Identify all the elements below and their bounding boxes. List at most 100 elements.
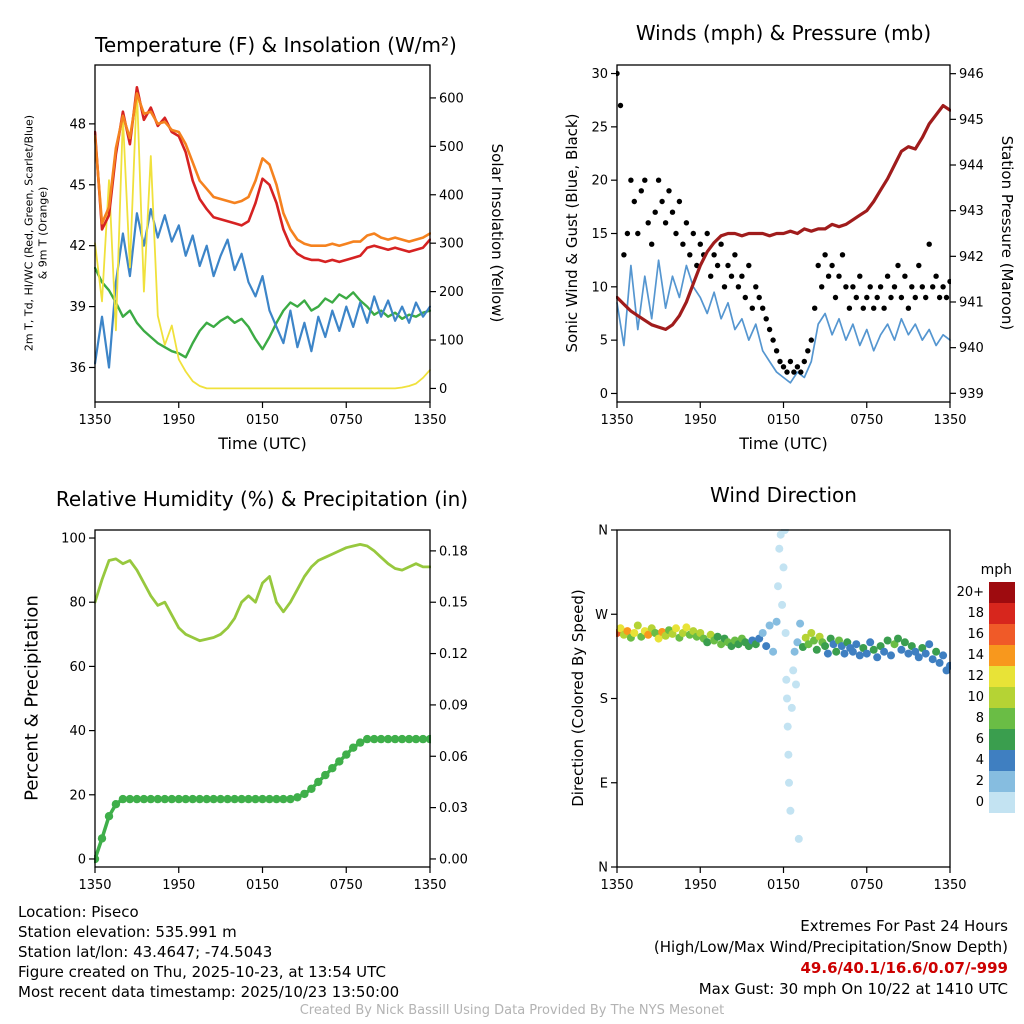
svg-text:5: 5 (600, 334, 608, 349)
gust-black-dots (638, 188, 644, 194)
gust-black-dots (923, 294, 929, 301)
gust-black-dots (635, 230, 641, 237)
wind-direction-dots (762, 642, 771, 651)
svg-text:40: 40 (69, 724, 86, 739)
gust-black-dots (676, 198, 683, 205)
wind-direction-dots (904, 649, 913, 658)
gust-black-dots (895, 262, 901, 269)
y-axis-label-solar-insolation: Solar Insolation (Yellow) (488, 143, 506, 323)
wind-direction-dots (778, 600, 787, 609)
gust-black-dots (884, 273, 891, 279)
colorbar-row: 10 (948, 687, 1015, 708)
svg-text:0.06: 0.06 (439, 750, 468, 765)
svg-text:1350: 1350 (600, 878, 633, 893)
gust-black-dots (760, 305, 766, 311)
svg-text:S: S (600, 692, 608, 707)
gust-black-dots (808, 337, 814, 343)
svg-text:1950: 1950 (684, 413, 717, 428)
gust-black-dots (739, 273, 745, 279)
svg-text:941: 941 (959, 295, 984, 310)
gust-black-dots (881, 305, 887, 311)
x-axis-label-temperature: Time (UTC) (218, 434, 307, 453)
wind-direction-dots (630, 629, 639, 637)
svg-text:1350: 1350 (933, 878, 966, 893)
gust-black-dots (649, 241, 655, 247)
wind-direction-dots (939, 651, 948, 660)
gust-black-dots (624, 230, 631, 237)
temp-9m-orange (94, 92, 431, 247)
svg-text:0750: 0750 (850, 878, 883, 893)
svg-text:15: 15 (591, 227, 608, 242)
wind-direction-dots (794, 834, 803, 843)
wind-direction-dots (855, 651, 864, 660)
svg-text:1950: 1950 (162, 878, 195, 893)
svg-text:W: W (595, 608, 608, 623)
colorbar-label: 18 (967, 606, 984, 621)
wind-direction-dots (866, 638, 875, 647)
colorbar-swatch (989, 792, 1015, 813)
x-axis-label-winds: Time (UTC) (739, 434, 828, 453)
wind-direction-dots (633, 621, 642, 630)
svg-text:42: 42 (69, 239, 86, 254)
temp-2m-red (94, 86, 431, 264)
gust-black-dots (704, 230, 710, 237)
svg-text:80: 80 (69, 596, 86, 611)
wind-direction-dots (914, 653, 923, 662)
wind-direction-dots (765, 621, 774, 630)
gust-black-dots (770, 337, 776, 343)
svg-text:1350: 1350 (933, 413, 966, 428)
gust-black-dots (735, 284, 742, 290)
wind-direction-dots (783, 722, 792, 731)
svg-text:0.09: 0.09 (439, 698, 468, 713)
svg-text:300: 300 (439, 237, 464, 252)
gust-black-dots (642, 177, 648, 183)
svg-text:39: 39 (69, 300, 86, 315)
svg-text:0150: 0150 (246, 878, 279, 893)
wind-direction-dots (703, 638, 712, 647)
chart-series-group-1 (616, 70, 951, 384)
colorbar-title: mph (980, 562, 1012, 578)
wind-direction-dots (786, 806, 795, 815)
station-location: Location: Piseco (18, 903, 139, 921)
wind-direction-dots (682, 623, 691, 632)
gust-black-dots (822, 252, 828, 258)
colorbar-swatch (989, 624, 1015, 645)
wind-direction-dots (852, 640, 861, 649)
colorbar-row: 0 (948, 792, 1015, 813)
extremes-block: Extremes For Past 24 Hours (High/Low/Max… (520, 916, 1008, 1000)
wind-direction-dots (796, 619, 805, 628)
figure-created: Figure created on Thu, 2025-10-23, at 13… (18, 963, 386, 981)
colorbar: mph 20+ 18 16 14 12 10 8 6 4 2 0 (948, 562, 1015, 813)
chart-series-group-0 (94, 86, 431, 390)
gust-black-dots (791, 369, 797, 375)
wind-direction-dots (623, 627, 632, 636)
wind-direction-dots (848, 647, 857, 656)
colorbar-swatch (989, 729, 1015, 750)
wind-direction-dots (925, 640, 934, 649)
wind-direction-dots (897, 645, 906, 654)
gust-black-dots (756, 294, 762, 301)
wind-direction-dots (932, 647, 941, 656)
gust-black-dots (718, 241, 724, 247)
gust-black-dots (666, 188, 672, 194)
gust-black-dots (930, 284, 936, 290)
chart-title-temperature: Temperature (F) & Insolation (W/m²) (95, 33, 457, 57)
gust-black-dots (631, 198, 637, 205)
svg-text:0750: 0750 (850, 413, 883, 428)
gust-black-dots (909, 284, 915, 290)
gust-black-dots (690, 230, 696, 237)
wind-direction-dots (790, 647, 799, 656)
wind-direction-dots (782, 675, 791, 684)
y-axis-label-wind: Sonic Wind & Gust (Blue, Black) (563, 113, 581, 353)
svg-text:100: 100 (61, 532, 86, 547)
wind-direction-dots (873, 653, 882, 662)
gust-black-dots (836, 273, 842, 279)
wind-direction-dots (654, 634, 663, 643)
gust-black-dots (902, 273, 908, 279)
gust-black-dots (773, 348, 780, 354)
y-axis-label-temperature-left: 2m T, Td, HI/WC (Red, Green, Scarlet/Blu… (22, 114, 50, 352)
colorbar-row: 16 (948, 624, 1015, 645)
svg-text:0.15: 0.15 (439, 596, 468, 611)
